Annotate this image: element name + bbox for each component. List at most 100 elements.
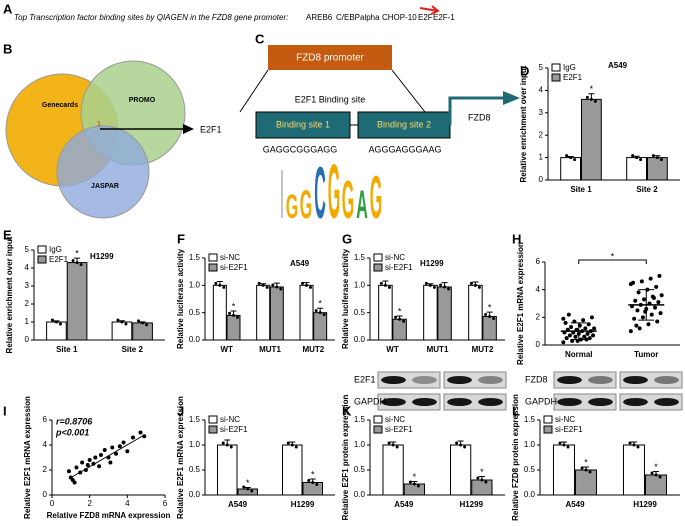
data-point [632, 443, 636, 447]
data-point [492, 316, 496, 320]
significance: * [413, 472, 417, 482]
legend-swatch [543, 415, 553, 424]
data-point [651, 295, 656, 300]
venn-label: Genecards [42, 102, 78, 109]
legend-swatch [208, 415, 218, 424]
significance: * [311, 469, 315, 479]
data-point [222, 285, 226, 289]
data-point [658, 311, 663, 316]
venn-label: JASPAR [91, 183, 119, 190]
bar [226, 314, 241, 341]
data-point [75, 261, 79, 265]
data-point [593, 99, 597, 103]
data-point [79, 263, 83, 267]
data-point [459, 443, 463, 447]
data-point [567, 333, 572, 338]
data-point [145, 323, 149, 327]
y-tick-label: 0 [539, 175, 544, 184]
chart-title: H1299 [90, 252, 114, 261]
y-tick-label: 0.0 [189, 335, 201, 344]
bar [560, 157, 582, 181]
significance: * [584, 457, 588, 467]
sequence: AGGGAGGGAAG [368, 144, 441, 154]
data-point [138, 430, 143, 435]
data-point [398, 317, 402, 321]
data-point [227, 311, 231, 315]
data-point [480, 478, 484, 482]
data-point [636, 290, 641, 295]
data-point [261, 283, 265, 287]
data-point [628, 282, 633, 287]
legend-swatch [208, 263, 218, 272]
x-tick-label: 0 [50, 499, 55, 508]
data-point [416, 484, 420, 488]
x-tick-label: H1299 [459, 500, 483, 509]
data-point [639, 158, 643, 162]
data-point [488, 314, 492, 318]
data-point [87, 458, 92, 462]
site-label: Binding site 1 [276, 119, 330, 129]
data-point [561, 316, 566, 321]
data-point [655, 156, 659, 160]
x-tick-label: Site 1 [570, 185, 592, 194]
data-point [58, 322, 62, 326]
data-point [116, 318, 120, 322]
panel-label: H [512, 231, 521, 246]
data-point [402, 319, 406, 323]
data-point [50, 318, 54, 322]
y-axis-label: Relative E2F1 protein expression [341, 394, 350, 520]
data-point [658, 475, 662, 479]
data-point [558, 441, 562, 445]
data-point [636, 445, 640, 449]
bar [378, 284, 393, 341]
y-tick-label: 1.0 [354, 440, 366, 449]
panel-label: E [3, 227, 12, 242]
logo-letter: G [328, 147, 340, 234]
x-tick-label: Tumor [634, 350, 658, 359]
legend-label: IgG [563, 63, 576, 72]
bar [482, 315, 497, 341]
y-axis-label: Relative enrichment over input [519, 65, 528, 182]
site-box [357, 111, 451, 139]
bar [269, 286, 284, 341]
bar [645, 474, 668, 496]
data-point [654, 284, 659, 289]
data-point [639, 279, 644, 284]
legend-label: si-E2F1 [220, 425, 248, 434]
y-tick-label: 1 [25, 317, 30, 326]
y-axis-label: Relative E2F1 mRNA expression [516, 242, 525, 365]
y-tick-label: 1.5 [354, 415, 366, 424]
data-point [443, 285, 447, 289]
y-axis-label: Relative luciferase activity [176, 248, 185, 349]
bar [575, 469, 598, 496]
significance: * [488, 302, 492, 312]
venn-label: PROMO [129, 97, 156, 104]
blot-band [557, 398, 582, 406]
bar [403, 483, 426, 496]
bar [66, 262, 88, 341]
blot-label: GAPDH [525, 396, 557, 406]
data-point [484, 480, 488, 484]
data-point [218, 283, 222, 287]
data-point [587, 336, 592, 341]
y-tick-label: 1 [539, 153, 544, 162]
arrow [448, 96, 505, 125]
data-point [566, 312, 571, 317]
annotation: p<0.001 [55, 427, 89, 437]
significance: * [232, 301, 236, 311]
y-tick-label: 5 [25, 245, 30, 254]
data-point [428, 283, 432, 287]
legend-swatch [543, 425, 553, 434]
data-point [586, 322, 591, 327]
data-point [477, 285, 481, 289]
x-tick-label: A549 [565, 500, 585, 509]
significance: * [480, 467, 484, 477]
data-point [137, 319, 141, 323]
data-point [584, 468, 588, 472]
x-tick-label: A549 [394, 500, 414, 509]
blot-band [381, 376, 406, 384]
data-point [271, 283, 275, 287]
logo-letter: G [300, 183, 312, 228]
x-tick-label: MUT2 [302, 345, 324, 354]
y-tick-label: 2 [43, 465, 48, 474]
